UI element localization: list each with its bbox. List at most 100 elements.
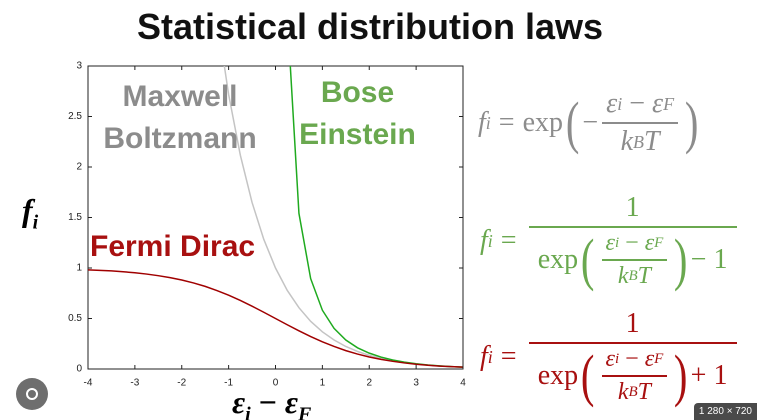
x-tick-label: 4 <box>460 378 466 389</box>
eq-token: + 1 <box>690 360 728 391</box>
x-tick-label: -4 <box>84 378 93 389</box>
x-tick-label: 3 <box>413 378 419 389</box>
eq-token: T <box>637 379 651 405</box>
y-tick-label: 1 <box>76 263 82 274</box>
numerator: 1 <box>528 308 737 344</box>
y-tick-label: 1.5 <box>68 212 82 223</box>
eq-token: i <box>614 235 620 251</box>
y-tick-label: 3 <box>76 61 82 72</box>
x-label-part: ε <box>284 384 299 420</box>
eq-token: B <box>628 268 638 284</box>
lens-icon[interactable] <box>16 378 48 410</box>
eq-token: − 1 <box>690 244 728 275</box>
x-tick-label: -1 <box>224 378 233 389</box>
y-tick-label: 2 <box>76 162 82 173</box>
eq-token: ( <box>581 343 595 408</box>
eq-token: ε <box>652 88 664 119</box>
eq-token: F <box>654 351 664 367</box>
eq-token: = <box>500 225 517 256</box>
image-size-badge: 1 280 × 720 <box>693 403 757 420</box>
x-tick-label: 0 <box>273 378 279 389</box>
eq-token: ) <box>674 343 688 408</box>
eq-token: i <box>487 230 493 251</box>
series-label: Maxwell Boltzmann <box>103 80 257 155</box>
x-tick-label: 1 <box>320 378 326 389</box>
eq-token: F <box>654 235 664 251</box>
eq-token: = <box>498 107 515 138</box>
eq-token: k <box>617 379 629 405</box>
eq-token: i <box>485 112 491 133</box>
x-tick-label: -2 <box>177 378 186 389</box>
eq-token: ) <box>674 227 688 292</box>
eq-token: ) <box>684 90 699 155</box>
eq-token: ε <box>644 346 655 372</box>
series-label: Fermi Dirac <box>90 230 256 263</box>
eq-token: B <box>633 131 645 152</box>
eq-token: − <box>625 230 639 256</box>
y-tick-label: 2.5 <box>68 111 82 122</box>
eq-token: i <box>617 93 623 114</box>
y-label-sub: i <box>32 211 39 234</box>
series-line <box>289 66 463 368</box>
lens-icon-glyph <box>26 388 38 400</box>
x-tick-label: 2 <box>366 378 372 389</box>
series-label: Bose Einstein <box>299 76 416 151</box>
eq-token: − <box>629 88 646 119</box>
eq-token: k <box>620 126 634 157</box>
x-label-part: i <box>245 403 251 420</box>
y-tick-label: 0.5 <box>68 313 82 324</box>
numerator: 1 <box>528 192 737 228</box>
eq-token: f <box>480 341 488 372</box>
eq-token: T <box>637 263 651 289</box>
eq-token: T <box>644 126 660 157</box>
eq-token: ε <box>606 88 618 119</box>
eq-token: i <box>487 346 493 367</box>
eq-token: i <box>614 351 620 367</box>
eq-token: f <box>478 107 486 138</box>
eq-token: exp <box>537 244 579 275</box>
eq-token: 1 <box>625 308 640 339</box>
x-label-part: − <box>258 384 277 420</box>
y-tick-label: 0 <box>76 364 82 375</box>
eq-token: f <box>480 225 488 256</box>
eq-token: ε <box>605 346 615 372</box>
eq-token: ε <box>605 230 615 256</box>
series-line <box>223 66 463 368</box>
x-axis-label: εi − εF <box>232 384 311 420</box>
eq-token: ( <box>565 90 580 155</box>
y-axis-label: fi <box>22 192 38 234</box>
x-label-part: ε <box>232 384 246 420</box>
x-label-part: F <box>298 403 312 420</box>
eq-token: − <box>625 346 639 372</box>
eq-token: F <box>663 93 675 114</box>
eq-token: = <box>500 341 517 372</box>
plot-lines <box>88 66 463 368</box>
eq-token: − <box>582 107 599 138</box>
eq-token: B <box>628 384 638 400</box>
eq-token: ε <box>644 230 655 256</box>
eq-token: 1 <box>625 192 640 223</box>
eq-token: k <box>617 263 629 289</box>
eq-token: ( <box>581 227 595 292</box>
series-line <box>88 269 463 368</box>
y-label-base: f <box>22 192 33 228</box>
eq-token: exp <box>522 107 564 138</box>
title: Statistical distribution laws <box>136 6 604 47</box>
